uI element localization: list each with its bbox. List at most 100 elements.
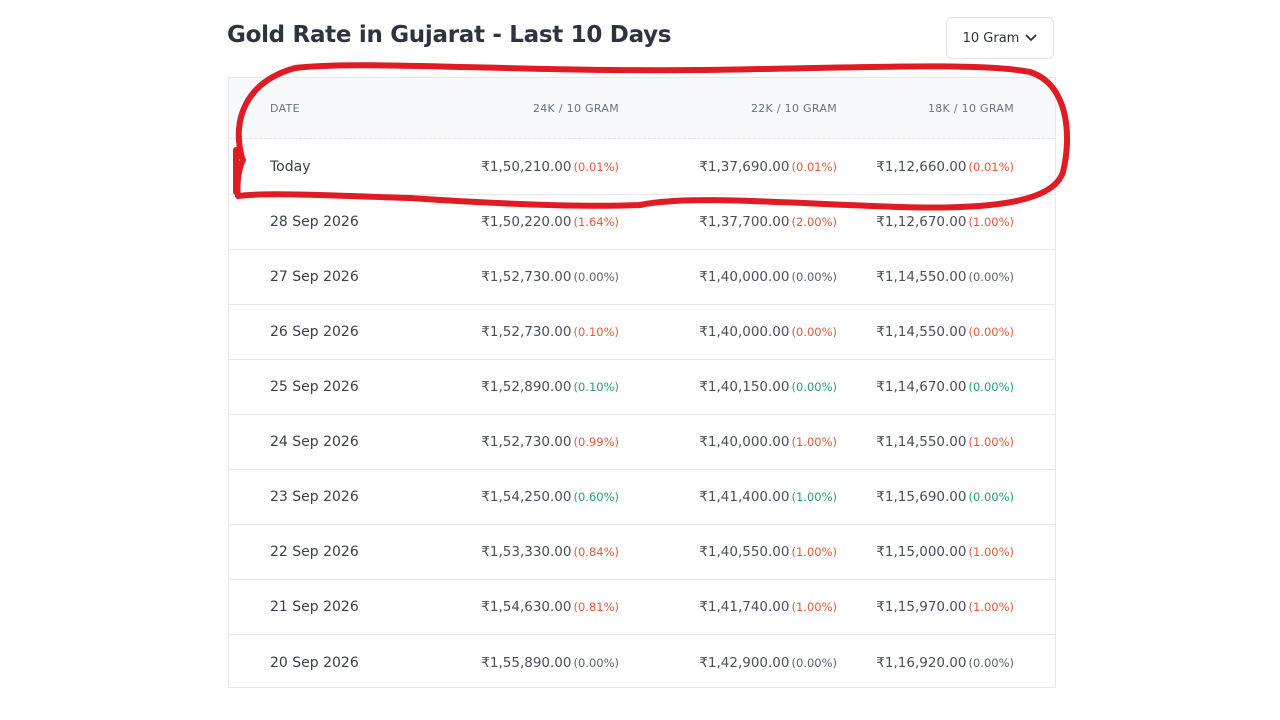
row-k24-change: (0.00%) xyxy=(573,270,619,284)
table-row: 23 Sep 2026 ₹1,54,250.00 (0.60%) ₹1,41,400.… xyxy=(229,470,1055,525)
row-k22-cell: ₹1,37,690.00 (0.01%) xyxy=(699,139,837,194)
row-k24-change: (0.84%) xyxy=(573,545,619,559)
row-k24-change: (0.00%) xyxy=(573,655,619,670)
header-24k: 24K / 10 GRAM xyxy=(532,101,619,115)
row-date: 21 Sep 2026 xyxy=(270,599,359,615)
row-k18-price: ₹1,14,550.00 xyxy=(876,269,967,285)
header-22k: 22K / 10 GRAM xyxy=(750,101,837,115)
row-k18-change: (1.00%) xyxy=(968,600,1014,614)
row-k18-cell: ₹1,14,550.00 (0.00%) xyxy=(876,305,1014,359)
row-k24-price: ₹1,50,220.00 xyxy=(481,214,572,230)
row-date: 26 Sep 2026 xyxy=(270,324,359,340)
row-k22-change: (1.00%) xyxy=(791,490,837,504)
row-k22-price: ₹1,40,000.00 xyxy=(699,269,790,285)
row-k18-change: (0.00%) xyxy=(968,380,1014,394)
row-k18-cell: ₹1,14,550.00 (1.00%) xyxy=(876,415,1014,469)
row-k24-cell: ₹1,50,210.00 (0.01%) xyxy=(481,139,619,194)
row-k22-cell: ₹1,40,000.00 (0.00%) xyxy=(699,250,837,304)
row-k24-change: (0.01%) xyxy=(573,159,619,174)
row-k24-cell: ₹1,53,330.00 (0.84%) xyxy=(481,525,619,579)
row-k18-price: ₹1,12,670.00 xyxy=(876,214,967,230)
row-k22-cell: ₹1,37,700.00 (2.00%) xyxy=(699,195,837,249)
row-k22-price: ₹1,40,000.00 xyxy=(699,434,790,450)
row-k22-cell: ₹1,42,900.00 (0.00%) xyxy=(699,635,837,690)
row-k24-cell: ₹1,50,220.00 (1.64%) xyxy=(481,195,619,249)
table-row: 24 Sep 2026 ₹1,52,730.00 (0.99%) ₹1,40,000.… xyxy=(229,415,1055,470)
row-k22-price: ₹1,41,400.00 xyxy=(699,489,790,505)
table-row: 28 Sep 2026 ₹1,50,220.00 (1.64%) ₹1,37,700.… xyxy=(229,195,1055,250)
row-k22-change: (0.00%) xyxy=(791,270,837,284)
row-k18-price: ₹1,14,550.00 xyxy=(876,434,967,450)
row-k22-change: (0.00%) xyxy=(791,325,837,339)
row-k22-cell: ₹1,41,740.00 (1.00%) xyxy=(699,580,837,634)
row-k24-change: (0.81%) xyxy=(573,600,619,614)
table-row: 22 Sep 2026 ₹1,53,330.00 (0.84%) ₹1,40,550.… xyxy=(229,525,1055,580)
row-k22-price: ₹1,37,700.00 xyxy=(699,214,790,230)
row-k22-cell: ₹1,41,400.00 (1.00%) xyxy=(699,470,837,524)
row-k22-cell: ₹1,40,000.00 (0.00%) xyxy=(699,305,837,359)
row-date: 24 Sep 2026 xyxy=(270,434,359,450)
row-k18-price: ₹1,14,550.00 xyxy=(876,324,967,340)
row-k24-price: ₹1,55,890.00 xyxy=(481,654,572,671)
unit-select-value: 10 Gram xyxy=(962,30,1020,46)
row-k22-price: ₹1,40,550.00 xyxy=(699,544,790,560)
row-k24-price: ₹1,52,730.00 xyxy=(481,324,572,340)
row-k24-change: (0.10%) xyxy=(573,380,619,394)
row-k18-price: ₹1,16,920.00 xyxy=(876,654,967,671)
row-k22-cell: ₹1,40,150.00 (0.00%) xyxy=(699,360,837,414)
row-k22-change: (2.00%) xyxy=(791,215,837,229)
gold-rate-table: DATE 24K / 10 GRAM 22K / 10 GRAM 18K / 1… xyxy=(228,77,1056,688)
unit-select-dropdown[interactable]: 10 Gram xyxy=(946,17,1054,59)
row-k18-change: (1.00%) xyxy=(968,435,1014,449)
row-date: 22 Sep 2026 xyxy=(270,544,359,560)
row-k18-cell: ₹1,14,670.00 (0.00%) xyxy=(876,360,1014,414)
row-k18-price: ₹1,12,660.00 xyxy=(876,158,967,175)
row-k18-change: (0.00%) xyxy=(968,655,1014,670)
table-row: 25 Sep 2026 ₹1,52,890.00 (0.10%) ₹1,40,150.… xyxy=(229,360,1055,415)
row-k24-price: ₹1,53,330.00 xyxy=(481,544,572,560)
row-k18-price: ₹1,14,670.00 xyxy=(876,379,967,395)
row-date: 25 Sep 2026 xyxy=(270,379,359,395)
row-k24-price: ₹1,52,730.00 xyxy=(481,434,572,450)
row-k22-cell: ₹1,40,550.00 (1.00%) xyxy=(699,525,837,579)
row-k22-price: ₹1,42,900.00 xyxy=(699,654,790,671)
row-k24-cell: ₹1,52,730.00 (0.99%) xyxy=(481,415,619,469)
row-k22-cell: ₹1,40,000.00 (1.00%) xyxy=(699,415,837,469)
table-header-row: DATE 24K / 10 GRAM 22K / 10 GRAM 18K / 1… xyxy=(229,78,1055,139)
row-k24-change: (0.99%) xyxy=(573,435,619,449)
table-body: Today ₹1,50,210.00 (0.01%) ₹1,37,690.00 (0.0… xyxy=(229,139,1055,690)
row-date: 27 Sep 2026 xyxy=(270,269,359,285)
row-k18-price: ₹1,15,000.00 xyxy=(876,544,967,560)
row-k18-change: (1.00%) xyxy=(968,545,1014,559)
chevron-down-icon xyxy=(1025,34,1037,42)
row-k24-price: ₹1,54,630.00 xyxy=(481,599,572,615)
table-row: Today ₹1,50,210.00 (0.01%) ₹1,37,690.00 (0.0… xyxy=(229,139,1055,195)
row-k18-cell: ₹1,15,690.00 (0.00%) xyxy=(876,470,1014,524)
row-k22-change: (0.01%) xyxy=(791,159,837,174)
row-k24-price: ₹1,52,730.00 xyxy=(481,269,572,285)
row-k18-price: ₹1,15,690.00 xyxy=(876,489,967,505)
row-k18-change: (0.00%) xyxy=(968,490,1014,504)
row-k18-cell: ₹1,14,550.00 (0.00%) xyxy=(876,250,1014,304)
row-date: 28 Sep 2026 xyxy=(270,214,359,230)
row-k24-cell: ₹1,54,630.00 (0.81%) xyxy=(481,580,619,634)
row-k24-price: ₹1,52,890.00 xyxy=(481,379,572,395)
row-k24-change: (0.60%) xyxy=(573,490,619,504)
row-k18-price: ₹1,15,970.00 xyxy=(876,599,967,615)
row-k18-cell: ₹1,15,000.00 (1.00%) xyxy=(876,525,1014,579)
table-row: 20 Sep 2026 ₹1,55,890.00 (0.00%) ₹1,42,900.… xyxy=(229,635,1055,690)
row-k22-change: (0.00%) xyxy=(791,380,837,394)
row-date: Today xyxy=(270,158,311,175)
row-k18-change: (0.00%) xyxy=(968,325,1014,339)
row-k18-change: (0.01%) xyxy=(968,159,1014,174)
row-k24-change: (0.10%) xyxy=(573,325,619,339)
row-date: 20 Sep 2026 xyxy=(270,654,359,671)
row-k24-price: ₹1,54,250.00 xyxy=(481,489,572,505)
row-k22-change: (1.00%) xyxy=(791,435,837,449)
row-k24-change: (1.64%) xyxy=(573,215,619,229)
header-date: DATE xyxy=(270,101,300,115)
row-k22-price: ₹1,37,690.00 xyxy=(699,158,790,175)
row-k18-cell: ₹1,12,660.00 (0.01%) xyxy=(876,139,1014,194)
row-k24-cell: ₹1,52,890.00 (0.10%) xyxy=(481,360,619,414)
row-k24-cell: ₹1,52,730.00 (0.00%) xyxy=(481,250,619,304)
